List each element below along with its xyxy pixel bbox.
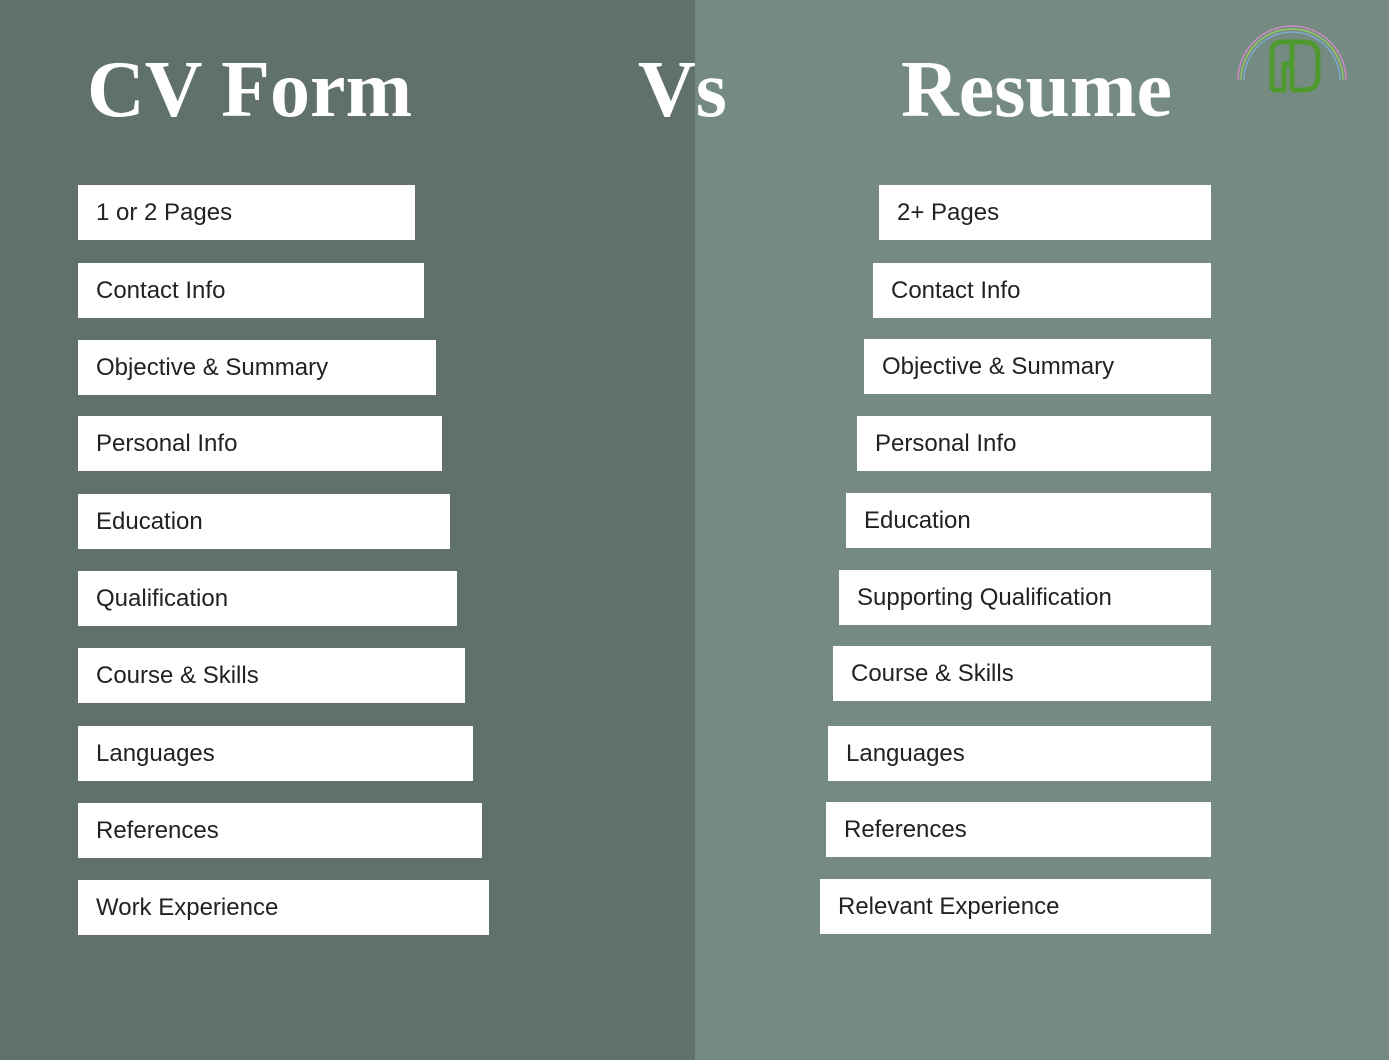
resume-item-references: References: [826, 802, 1211, 857]
cv-item-education: Education: [78, 494, 450, 549]
cv-item-references: References: [78, 803, 482, 858]
cv-item-qualification: Qualification: [78, 571, 457, 626]
resume-item-course-skills: Course & Skills: [833, 646, 1211, 701]
resume-item-supporting-qualification: Supporting Qualification: [839, 570, 1211, 625]
resume-item-education: Education: [846, 493, 1211, 548]
cv-item-languages: Languages: [78, 726, 473, 781]
cv-item-work-experience: Work Experience: [78, 880, 489, 935]
cv-item-course-skills: Course & Skills: [78, 648, 465, 703]
cv-item-contact-info: Contact Info: [78, 263, 424, 318]
cv-item-personal-info: Personal Info: [78, 416, 442, 471]
cv-form-title: CV Form: [87, 46, 413, 134]
cv-item-pages: 1 or 2 Pages: [78, 185, 415, 240]
gd-monogram-logo-icon: [1237, 25, 1347, 93]
resume-item-objective-summary: Objective & Summary: [864, 339, 1211, 394]
resume-title: Resume: [901, 46, 1173, 134]
resume-item-relevant-experience: Relevant Experience: [820, 879, 1211, 934]
resume-item-contact-info: Contact Info: [873, 263, 1211, 318]
resume-item-languages: Languages: [828, 726, 1211, 781]
vs-title: Vs: [638, 46, 727, 134]
resume-item-pages: 2+ Pages: [879, 185, 1211, 240]
cv-item-objective-summary: Objective & Summary: [78, 340, 436, 395]
resume-item-personal-info: Personal Info: [857, 416, 1211, 471]
